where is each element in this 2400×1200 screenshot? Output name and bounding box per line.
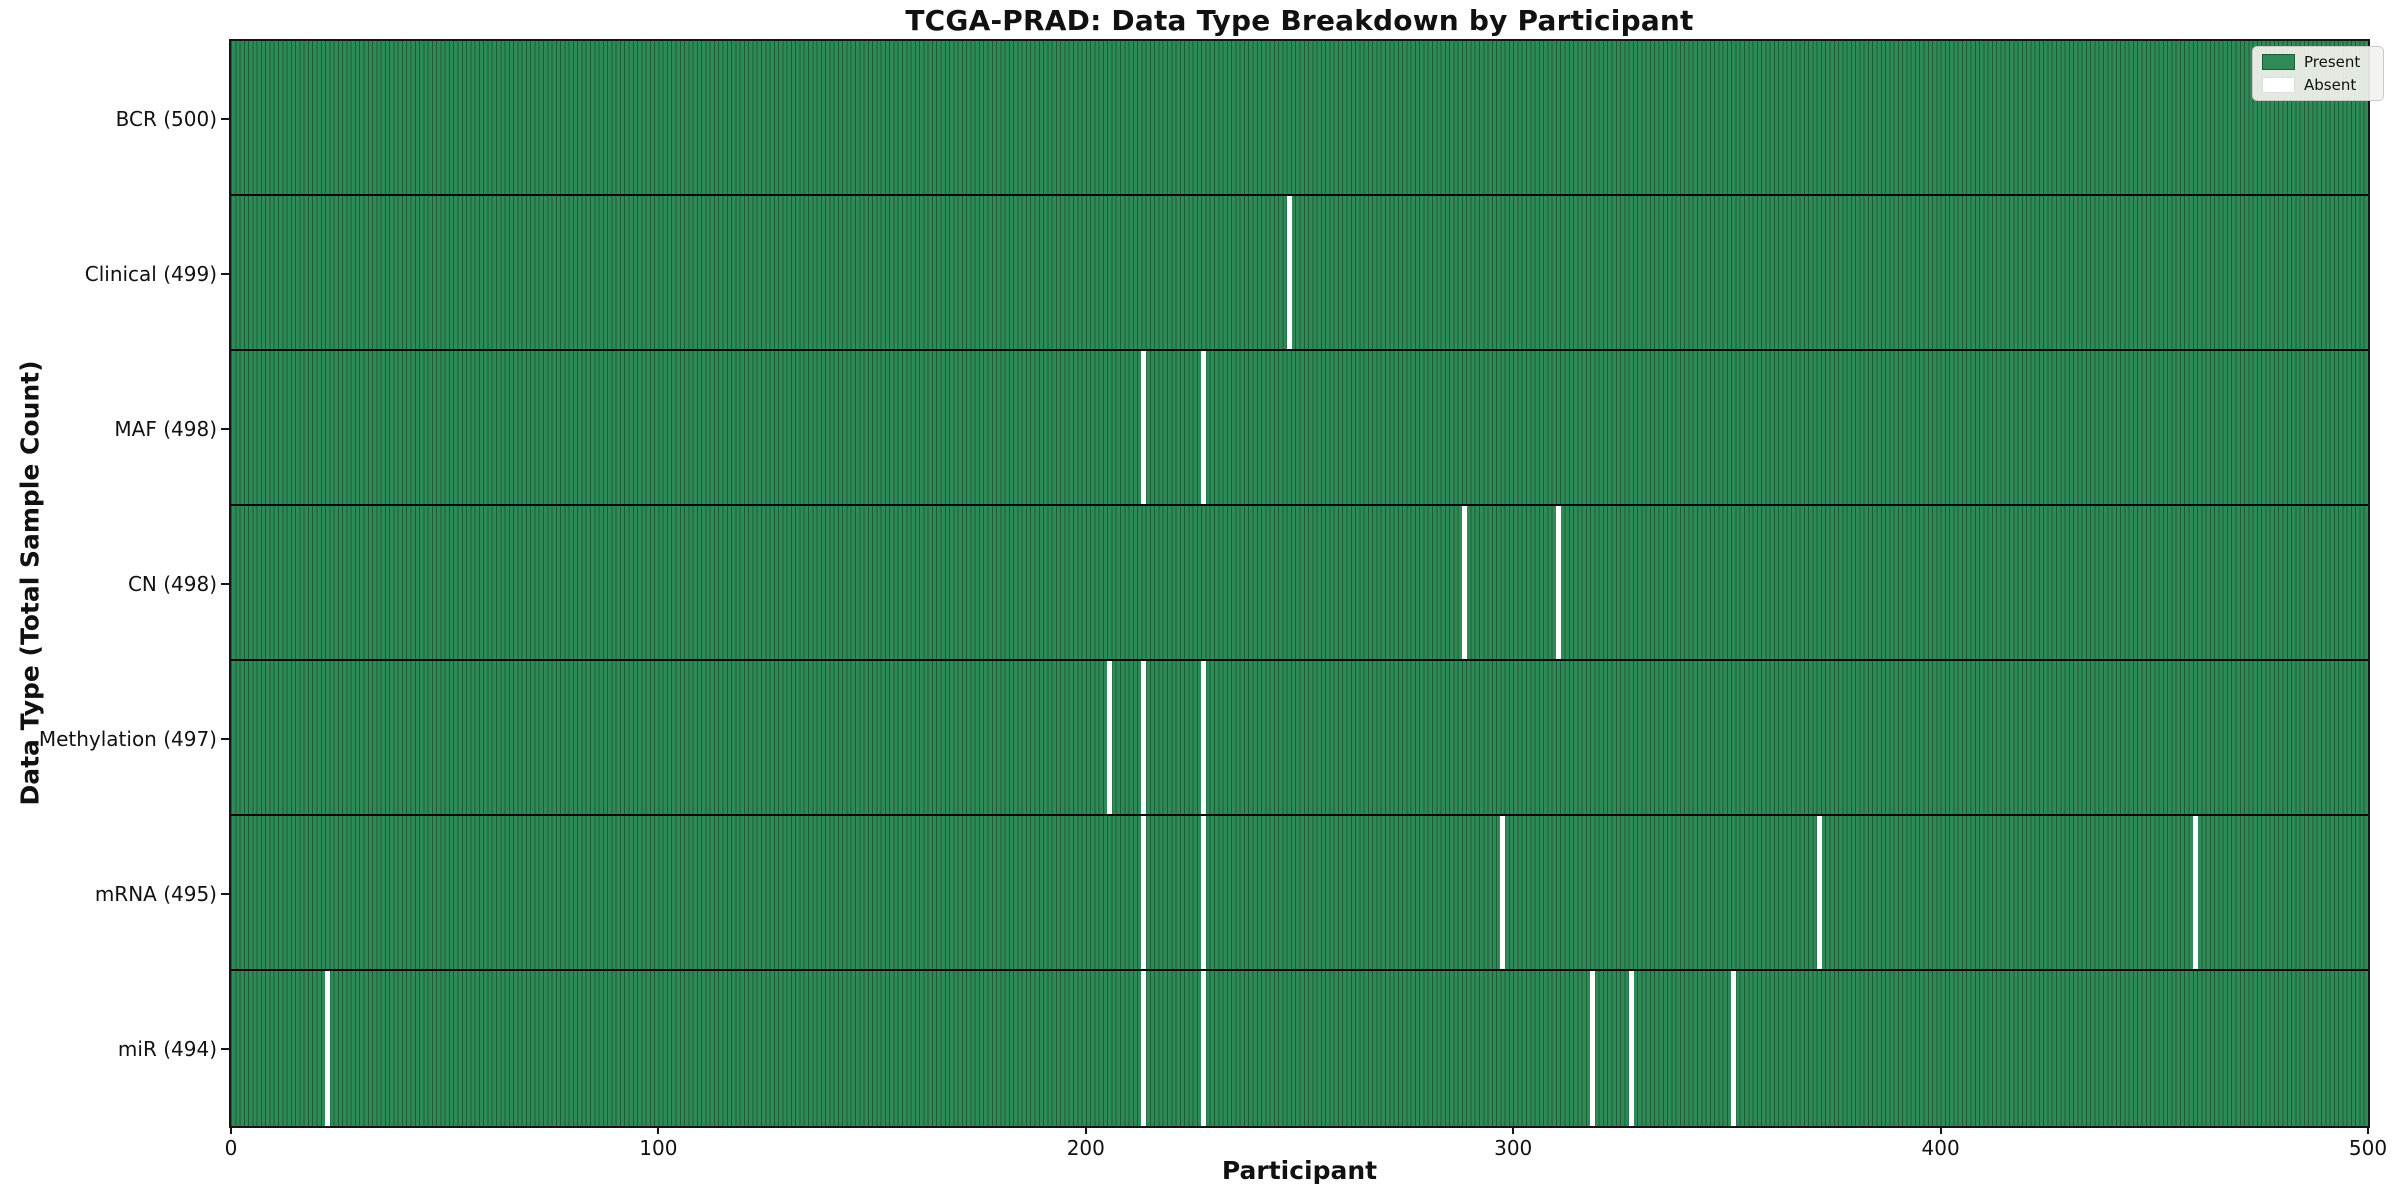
y-tick-mark <box>221 427 229 430</box>
absent-gap <box>1500 816 1506 969</box>
y-tick-label: Methylation (497) <box>38 726 217 751</box>
x-tick-label: 200 <box>1066 1136 1105 1160</box>
present-swatch-icon <box>2262 54 2295 70</box>
absent-gap <box>1141 816 1147 969</box>
x-tick-mark <box>1512 1127 1515 1134</box>
heatmap-row-maf <box>231 351 2368 506</box>
x-tick-label: 0 <box>224 1136 238 1160</box>
x-tick-mark <box>1084 1127 1087 1134</box>
y-tick-mark <box>221 582 229 585</box>
x-tick-mark <box>230 1127 232 1134</box>
absent-gap <box>325 971 331 1126</box>
absent-gap <box>1590 971 1596 1126</box>
heatmap-row-cn <box>231 506 2368 661</box>
absent-gap <box>1286 196 1292 349</box>
absent-gap <box>1201 971 1207 1126</box>
x-tick-mark <box>2367 1127 2369 1134</box>
legend-item-present: Present <box>2262 53 2374 71</box>
absent-gap <box>1141 661 1147 814</box>
legend-label-present: Present <box>2304 53 2361 71</box>
legend-item-absent: Absent <box>2262 76 2374 94</box>
y-tick-label: CN (498) <box>127 571 217 596</box>
absent-gap <box>2192 816 2198 969</box>
absent-gap <box>1141 971 1147 1126</box>
absent-gap <box>1201 351 1207 504</box>
absent-gap <box>1201 816 1207 969</box>
heatmap-plot <box>229 39 2370 1128</box>
absent-gap <box>1201 661 1207 814</box>
y-tick-label: MAF (498) <box>114 416 217 441</box>
x-tick-mark <box>1939 1127 1942 1134</box>
absent-gap <box>1461 506 1467 659</box>
absent-gap <box>1628 971 1634 1126</box>
heatmap-row-mrna <box>231 816 2368 971</box>
x-axis-label: Participant <box>1221 1156 1378 1185</box>
x-tick-label: 500 <box>2348 1136 2388 1160</box>
y-tick-mark <box>221 117 229 120</box>
absent-gap <box>1816 816 1822 969</box>
y-tick-label: Clinical (499) <box>84 261 217 286</box>
absent-gap <box>1555 506 1561 659</box>
absent-gap <box>1731 971 1737 1126</box>
x-tick-label: 300 <box>1494 1136 1533 1160</box>
heatmap-row-mir <box>231 971 2368 1126</box>
absent-swatch-icon <box>2262 77 2295 93</box>
heatmap-row-methylation <box>231 661 2368 816</box>
absent-gap <box>1107 661 1113 814</box>
chart-title: TCGA-PRAD: Data Type Breakdown by Partic… <box>905 4 1694 37</box>
x-tick-label: 400 <box>1921 1136 1960 1160</box>
x-axis-ticks: 0 100 200 300 400 500 <box>225 1127 2387 1167</box>
legend: Present Absent <box>2252 46 2384 101</box>
heatmap-row-clinical <box>231 196 2368 351</box>
y-tick-mark <box>221 1047 229 1050</box>
y-tick-label: miR (494) <box>117 1036 217 1061</box>
absent-gap <box>1141 351 1147 504</box>
y-tick-label: BCR (500) <box>115 106 217 131</box>
x-tick-mark <box>657 1127 660 1134</box>
x-tick-label: 100 <box>639 1136 678 1160</box>
legend-label-absent: Absent <box>2304 76 2357 94</box>
y-axis-ticks: BCR (500) Clinical (499) MAF (498) CN (498)… <box>0 41 229 1126</box>
y-tick-mark <box>221 892 229 895</box>
y-tick-label: mRNA (495) <box>94 881 217 906</box>
y-tick-mark <box>221 272 229 275</box>
heatmap-row-bcr <box>231 41 2368 196</box>
y-tick-mark <box>221 737 229 740</box>
